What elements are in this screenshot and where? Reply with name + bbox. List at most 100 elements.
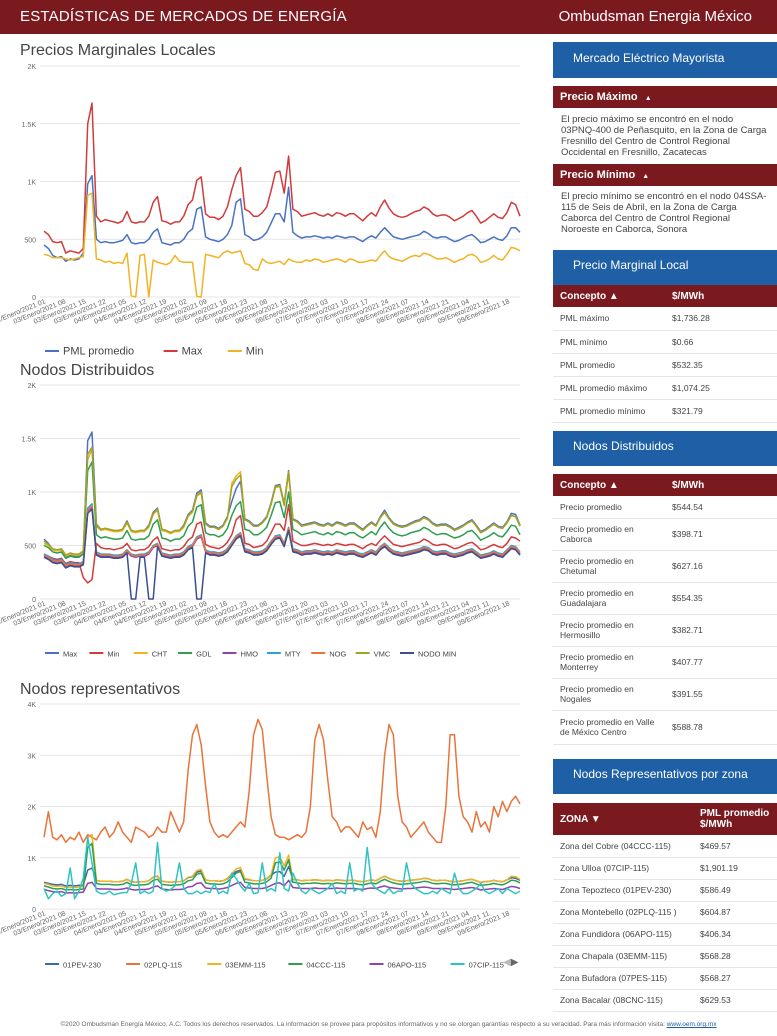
top-header-bar: ESTADÍSTICAS DE MERCADOS DE ENERGÍA Ombu… xyxy=(0,0,777,34)
legend-label[interactable]: Max xyxy=(63,650,77,659)
series-line-max xyxy=(43,102,521,254)
precio-max-header[interactable]: Precio Máximo ▲ xyxy=(553,86,777,108)
table-row: Precio promedio en Hermosillo $382.71 xyxy=(553,614,777,647)
zonas-section: Nodos Representativos por zona ZONA ▼ PM… xyxy=(553,759,777,1012)
row-value: $1,901.19 xyxy=(693,857,777,880)
row-value: $406.34 xyxy=(693,923,777,946)
table-row: Precio promedio en Caborca $398.71 xyxy=(553,518,777,551)
row-value: $1,074.25 xyxy=(665,376,777,400)
row-value: $321.79 xyxy=(665,399,777,423)
row-value: $568.27 xyxy=(693,967,777,990)
precio-min-header[interactable]: Precio Mínimo ▲ xyxy=(553,164,777,186)
prev-arrow-icon[interactable]: ◀ xyxy=(503,957,511,968)
series-line-nog xyxy=(43,505,521,567)
y-tick-label: 2K xyxy=(27,383,36,390)
legend-label[interactable]: GDL xyxy=(196,650,211,659)
zonas-table: ZONA ▼ PML promedio $/MWh Zona del Cobre… xyxy=(553,803,777,1012)
zonas-header: Nodos Representativos por zona xyxy=(553,759,777,794)
series-line-02plq-115 xyxy=(43,718,521,844)
legend-label[interactable]: Min xyxy=(107,650,119,659)
row-value: $568.28 xyxy=(693,945,777,968)
y-tick-label: 1K xyxy=(27,180,36,187)
row-label: Precio promedio en Nogales xyxy=(553,678,665,711)
y-tick-label: 2K xyxy=(27,805,36,812)
footer-link[interactable]: www.oem.org.mx xyxy=(666,1021,717,1028)
row-value: $532.35 xyxy=(665,353,777,377)
row-value: $407.77 xyxy=(665,646,777,679)
chart-1-title: Precios Marginales Locales xyxy=(20,42,216,59)
legend-label[interactable]: 03EMM-115 xyxy=(225,961,265,970)
legend-label[interactable]: HMO xyxy=(241,650,259,659)
nodos-header: Nodos Distribuidos xyxy=(553,431,777,466)
series-line-vmc xyxy=(43,446,521,556)
mem-header: Mercado Eléctrico Mayorista xyxy=(553,42,777,78)
nodos-section: Nodos Distribuidos Concepto ▲ $/MWh Prec… xyxy=(553,431,777,745)
row-value: $382.71 xyxy=(665,614,777,647)
legend-label[interactable]: NOG xyxy=(329,650,346,659)
row-label: Precio promedio xyxy=(553,496,665,519)
pml-table: Concepto ▲ $/MWh PML máximo $1,736.28 PML … xyxy=(553,285,777,423)
col-concepto[interactable]: Concepto ▲ xyxy=(553,285,665,307)
col-mwh: $/MWh xyxy=(665,285,777,307)
series-line-pml-promedio xyxy=(43,174,521,262)
row-label: PML promedio xyxy=(553,353,665,377)
precio-max-title: Precio Máximo xyxy=(560,91,638,103)
legend-label[interactable]: 01PEV-230 xyxy=(63,961,101,970)
table-row: Zona Chapala (03EMM-115) $568.28 xyxy=(553,945,777,968)
legend-pager[interactable]: ◀▶ xyxy=(503,957,518,968)
col-zona[interactable]: ZONA ▼ xyxy=(553,803,693,835)
row-value: $586.49 xyxy=(693,879,777,902)
row-label: PML promedio máximo xyxy=(553,376,665,400)
row-label: PML mínimo xyxy=(553,330,665,354)
row-label: PML máximo xyxy=(553,307,665,331)
table-row: Zona Fundidora (06APO-115) $406.34 xyxy=(553,923,777,946)
row-value: $629.53 xyxy=(693,989,777,1012)
row-value: $604.87 xyxy=(693,901,777,924)
series-line-07cip-115 xyxy=(43,836,521,900)
legend-label[interactable]: 04CCC-115 xyxy=(306,961,345,970)
row-label: Zona Chapala (03EMM-115) xyxy=(553,945,693,968)
chart-2-title: Nodos Distribuidos xyxy=(20,362,155,379)
table-row: PML promedio máximo $1,074.25 xyxy=(553,376,777,400)
row-value: $391.55 xyxy=(665,678,777,711)
table-row: Precio promedio en Guadalajara $554.35 xyxy=(553,582,777,615)
legend-label[interactable]: 06APO-115 xyxy=(388,961,427,970)
legend-label[interactable]: Min xyxy=(246,346,264,358)
caret-up-icon: ▲ xyxy=(642,173,650,180)
next-arrow-icon[interactable]: ▶ xyxy=(510,957,519,968)
row-label: Zona Montebello (02PLQ-115 ) xyxy=(553,901,693,924)
y-tick-label: 2K xyxy=(27,64,36,71)
table-row: Precio promedio en Nogales $391.55 xyxy=(553,678,777,711)
y-tick-label: 1.5K xyxy=(22,437,37,444)
legend-label[interactable]: PML promedio xyxy=(63,346,134,358)
table-row: Zona Tepozteco (01PEV-230) $586.49 xyxy=(553,879,777,902)
row-value: $469.57 xyxy=(693,835,777,858)
y-tick-label: 500 xyxy=(24,544,36,551)
table-row: PML máximo $1,736.28 xyxy=(553,307,777,331)
table-row: Precio promedio $544.54 xyxy=(553,496,777,519)
precio-max-text: El precio máximo se encontró en el nodo … xyxy=(561,114,767,158)
legend-label[interactable]: VMC xyxy=(374,650,391,659)
row-value: $0.66 xyxy=(665,330,777,354)
row-value: $627.16 xyxy=(665,550,777,583)
row-label: Precio promedio en Caborca xyxy=(553,518,665,551)
legend-label[interactable]: NODO MIN xyxy=(418,650,456,659)
row-label: Zona del Cobre (04CCC-115) xyxy=(553,835,693,858)
series-line-min xyxy=(43,192,521,298)
legend-label[interactable]: 02PLQ-115 xyxy=(144,961,182,970)
precio-min-text: El precio mínimo se encontró en el nodo … xyxy=(561,191,767,235)
table-row: PML promedio mínimo $321.79 xyxy=(553,399,777,423)
legend-label[interactable]: MTY xyxy=(285,650,301,659)
legend-label[interactable]: 07CIP-115 xyxy=(469,961,504,970)
table-row: PML promedio $532.35 xyxy=(553,353,777,377)
col-concepto[interactable]: Concepto ▲ xyxy=(553,474,665,496)
legend-label[interactable]: Max xyxy=(182,346,203,358)
col-mwh: $/MWh xyxy=(665,474,777,496)
org-name: Ombudsman Energia México xyxy=(558,8,752,25)
y-tick-label: 1K xyxy=(27,490,36,497)
sidebar: Mercado Eléctrico Mayorista Precio Máxim… xyxy=(553,42,777,237)
legend-label[interactable]: CHT xyxy=(152,650,168,659)
row-label: Precio promedio en Guadalajara xyxy=(553,582,665,615)
